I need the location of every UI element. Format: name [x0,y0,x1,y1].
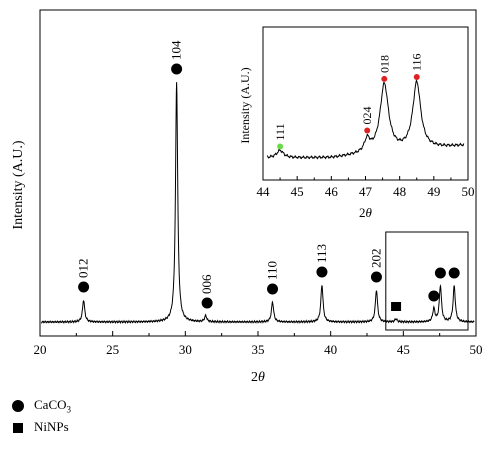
x-tick-label: 25 [106,342,119,357]
peak-label: 202 [368,249,383,269]
x-tick-label: 35 [252,342,265,357]
x-tick-label: 20 [34,342,47,357]
inset-x-axis-label: 2θ [359,205,373,220]
inset-x-tick-label: 45 [291,184,304,199]
caco3-peak-marker [448,267,460,279]
caco3-peak-marker [370,271,382,283]
legend-item-ninps: NiNPs [12,418,69,436]
inset-x-tick-label: 49 [427,184,440,199]
inset-peak-marker [364,127,371,134]
inset-peak-marker [413,74,420,81]
legend-label-ninps: NiNPs [34,419,69,434]
inset-x-tick-label: 44 [257,184,271,199]
inset-x-tick-label: 47 [359,184,373,199]
circle-marker-icon [12,400,24,413]
legend-label-caco3: CaCO3 [34,397,71,415]
main-plot: 20 25 30 35 40 45 50 2θ Intensity (A.U.) 012 104 00… [11,9,483,385]
caco3-peak-marker [428,290,440,302]
inset-peak-label: 116 [410,53,424,71]
y-axis-label: Intensity (A.U.) [11,140,26,229]
inset-plot: 44 45 46 47 48 49 50 2θ Intensity (A.U.) 111 024 01… [238,26,475,220]
inset-peak-label: 024 [360,107,374,125]
inset-peak-label: 111 [273,123,287,140]
inset-peak-label: 018 [377,55,391,73]
caco3-peak-marker [78,281,90,293]
peak-label: 110 [265,261,280,280]
square-marker-icon [13,423,23,434]
zoom-box [385,231,469,331]
peak-label: 012 [76,259,91,279]
ninps-peak-marker [391,302,402,311]
caco3-peak-marker [267,283,279,295]
inset-x-tick-label: 48 [393,184,406,199]
peak-label: 104 [169,40,184,60]
diffraction-curve [40,82,475,324]
x-axis-label: 2θ [251,370,265,385]
x-tick-label: 30 [179,342,192,357]
inset-peak-marker [277,143,284,150]
inset-x-tick-label: 50 [462,184,475,199]
caco3-peak-marker [434,267,446,279]
legend-item-caco3: CaCO3 [12,396,71,415]
peak-label: 006 [199,274,214,294]
inset-y-axis-label: Intensity (A.U.) [238,67,252,143]
caco3-peak-marker [171,63,183,75]
caco3-peak-marker [201,297,213,309]
inset-peak-marker [381,75,388,82]
peak-label: 113 [314,244,329,263]
inset-diffraction-curve [266,79,465,160]
caco3-peak-marker [316,266,328,278]
inset-x-tick-label: 46 [325,184,339,199]
x-tick-label: 40 [324,342,337,357]
x-tick-label: 45 [397,342,410,357]
x-tick-label: 50 [470,342,483,357]
